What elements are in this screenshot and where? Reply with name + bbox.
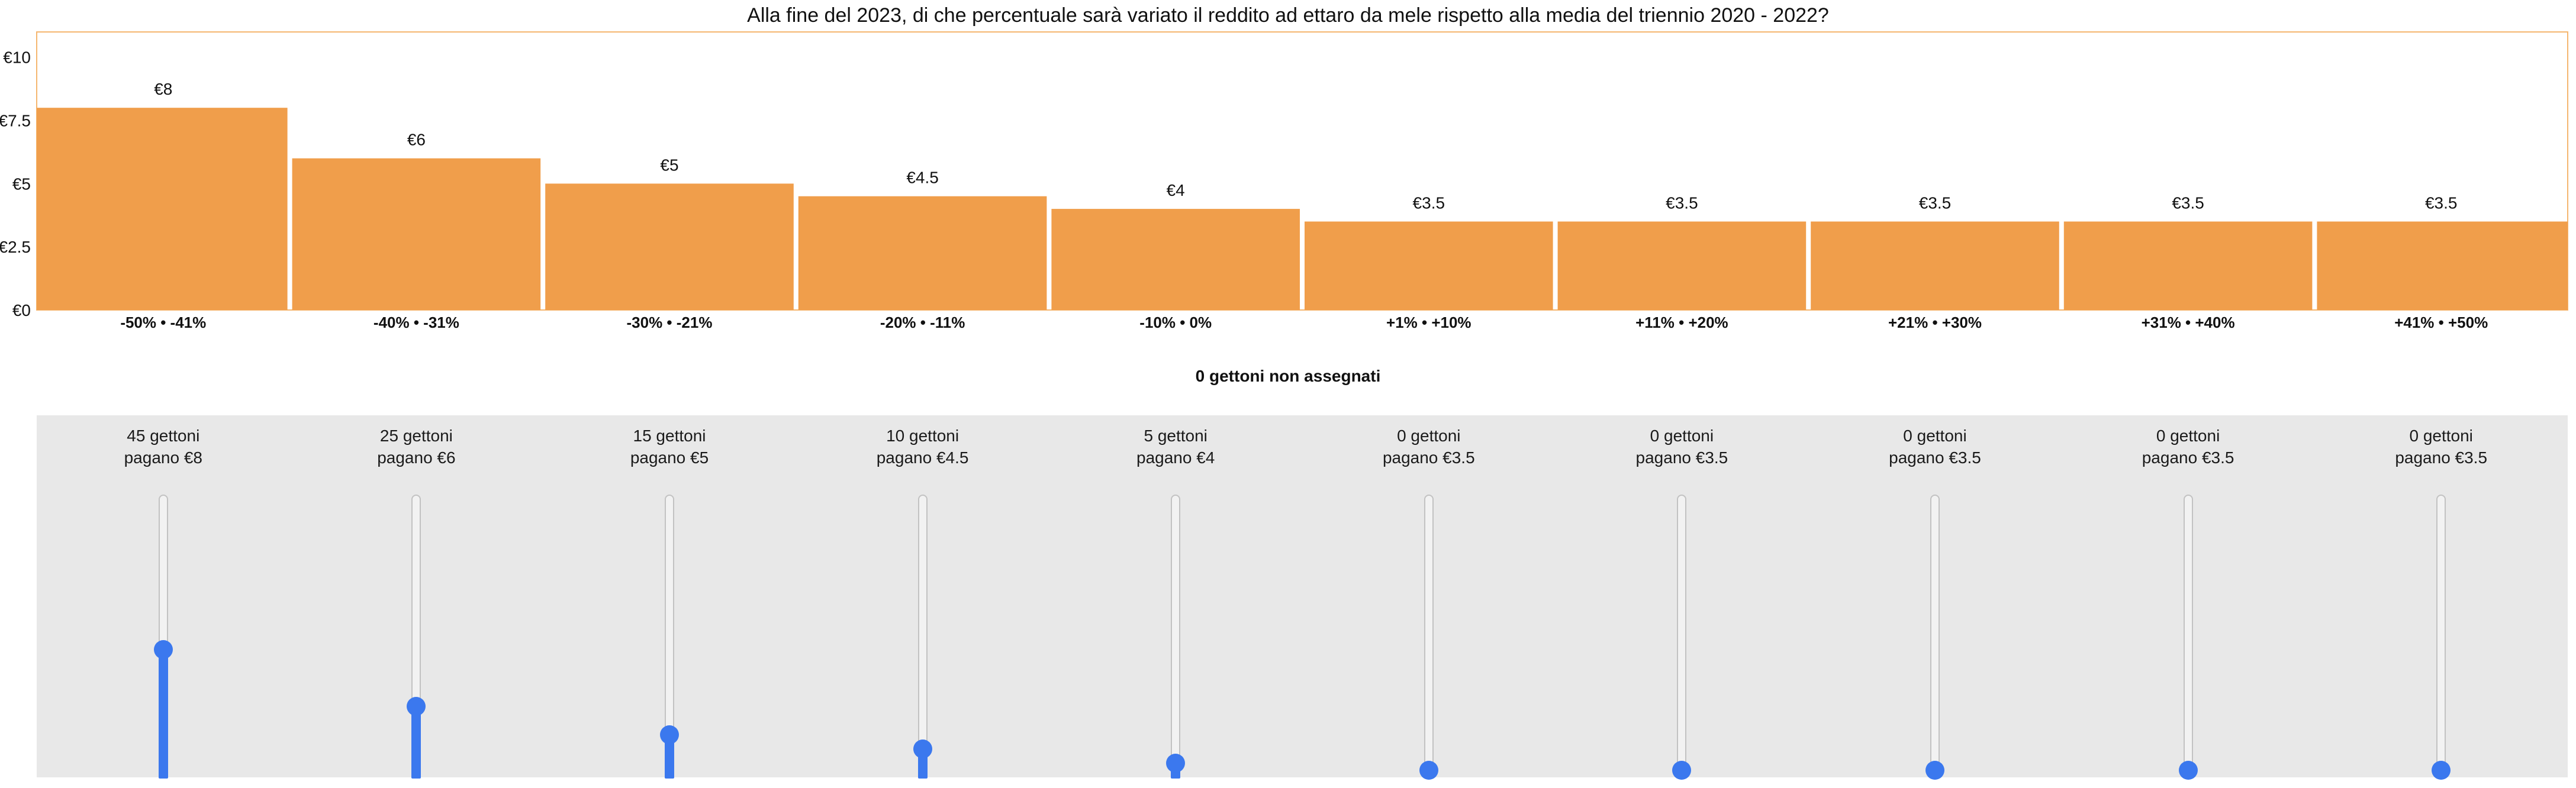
x-tick-label: -10% • 0% [1139,314,1212,331]
bar [798,196,1047,310]
bar-data-label: €8 [154,80,172,98]
token-slider-handle[interactable] [2432,761,2451,780]
token-slider-handle[interactable] [407,697,426,716]
token-payout: pagano €4.5 [876,448,969,467]
token-slider-track[interactable] [1424,495,1434,779]
bar [1305,221,1553,310]
bar [2317,221,2568,310]
token-slider-handle[interactable] [1166,754,1186,773]
token-count: 25 gettoni [379,427,453,445]
token-slider-track[interactable] [2436,495,2446,779]
token-payout: pagano €8 [124,448,202,467]
token-sliders-panel: 45 gettoni pagano €8 25 gettoni pagano €6 15… [37,415,2568,780]
bars [37,108,2568,310]
token-allocation-label: 0 gettoni pagano €3.5 [2100,425,2277,469]
token-count: 15 gettoni [633,427,706,445]
token-slider-fill [158,651,168,779]
token-slider-track[interactable] [1677,495,1687,779]
bar [1811,221,2059,310]
token-payout: pagano €3.5 [1382,448,1475,467]
token-payout: pagano €4 [1136,448,1215,467]
bar [2063,221,2313,310]
bar-data-label: €3.5 [2425,193,2458,212]
token-allocation-label: 0 gettoni pagano €3.5 [2352,425,2530,469]
token-allocation-label: 0 gettoni pagano €3.5 [1846,425,2024,469]
x-tick-label: -50% • -41% [120,314,206,331]
token-slider-fill [411,708,421,779]
token-count: 0 gettoni [2409,427,2473,445]
token-allocation-label: 0 gettoni pagano €3.5 [1340,425,1518,469]
token-payout: pagano €3.5 [2395,448,2488,467]
y-axis-ticks: €0 €2.5 €5 €7.5 €10 [0,49,31,319]
token-slider-handle[interactable] [2178,761,2198,780]
chart-title: Alla fine del 2023, di che percentuale s… [747,4,1829,27]
x-tick-label: +41% • +50% [2394,314,2488,331]
y-tick-label: €7.5 [0,112,31,130]
token-count: 0 gettoni [1650,427,1714,445]
x-tick-label: -40% • -31% [373,314,459,331]
y-tick-label: €2.5 [0,238,31,256]
token-payout: pagano €3.5 [2142,448,2234,467]
bar-data-label: €3.5 [1413,193,1445,212]
token-slider-handle[interactable] [660,725,679,744]
x-tick-label: -30% • -21% [627,314,713,331]
bar-data-label: €4.5 [906,169,939,187]
x-axis-ticks: -50% • -41% -40% • -31% -30% • -21% -20% • … [120,314,2488,331]
token-payout: pagano €3.5 [1889,448,1981,467]
token-slider-track[interactable] [1930,495,1940,779]
token-allocation-label: 5 gettoni pagano €4 [1087,425,1264,469]
unassigned-tokens-label: 0 gettoni non assegnati [1195,367,1381,385]
x-tick-label: +21% • +30% [1888,314,1982,331]
token-count: 0 gettoni [1903,427,1967,445]
bar [37,108,288,310]
bar-data-labels: €8 €6 €5 €4.5 €4 €3.5 €3.5 €3.5 €3.5 €3.5 [154,80,2457,212]
token-allocation-label: 10 gettoni pagano €4.5 [834,425,1012,469]
bar-data-label: €4 [1167,181,1185,199]
x-tick-label: -20% • -11% [880,314,965,331]
token-count: 45 gettoni [127,427,200,445]
token-count: 5 gettoni [1144,427,1208,445]
bar-chart: €0 €2.5 €5 €7.5 €10 €8 €6 €5 €4.5 €4 €3.5 €3.5 €3.5… [0,31,2568,331]
bar-data-label: €5 [660,156,678,174]
token-slider-handle[interactable] [1672,761,1692,780]
token-allocation-label: 25 gettoni pagano €6 [327,425,505,469]
bar-data-label: €3.5 [2172,193,2204,212]
token-payout: pagano €3.5 [1635,448,1728,467]
token-slider-handle[interactable] [153,640,173,659]
token-allocation-label: 0 gettoni pagano €3.5 [1593,425,1770,469]
y-tick-label: €10 [3,49,31,67]
bar-data-label: €3.5 [1919,193,1952,212]
token-slider-track[interactable] [917,495,928,779]
token-allocation-label: 15 gettoni pagano €5 [581,425,758,469]
x-tick-label: +1% • +10% [1386,314,1471,331]
bar-data-label: €3.5 [1666,193,1698,212]
y-tick-label: €5 [12,175,31,193]
x-tick-label: +31% • +40% [2142,314,2235,331]
token-payout: pagano €6 [377,448,456,467]
bar [1557,221,1807,310]
bar [292,158,541,310]
token-allocation-label: 45 gettoni pagano €8 [75,425,252,469]
bar-data-label: €6 [407,131,426,149]
y-tick-label: €0 [12,301,31,319]
token-slider-track[interactable] [1171,495,1181,779]
token-count: 0 gettoni [2156,427,2220,445]
token-payout: pagano €5 [630,448,709,467]
token-slider-fill [665,736,674,779]
token-count: 10 gettoni [886,427,959,445]
token-slider-handle[interactable] [1925,761,1944,780]
token-slider-handle[interactable] [913,739,932,758]
token-slider-track[interactable] [2183,495,2193,779]
x-tick-label: +11% • +20% [1635,314,1728,331]
bar [545,183,794,310]
token-slider-handle[interactable] [1419,761,1438,780]
bar [1051,209,1300,310]
token-count: 0 gettoni [1397,427,1461,445]
